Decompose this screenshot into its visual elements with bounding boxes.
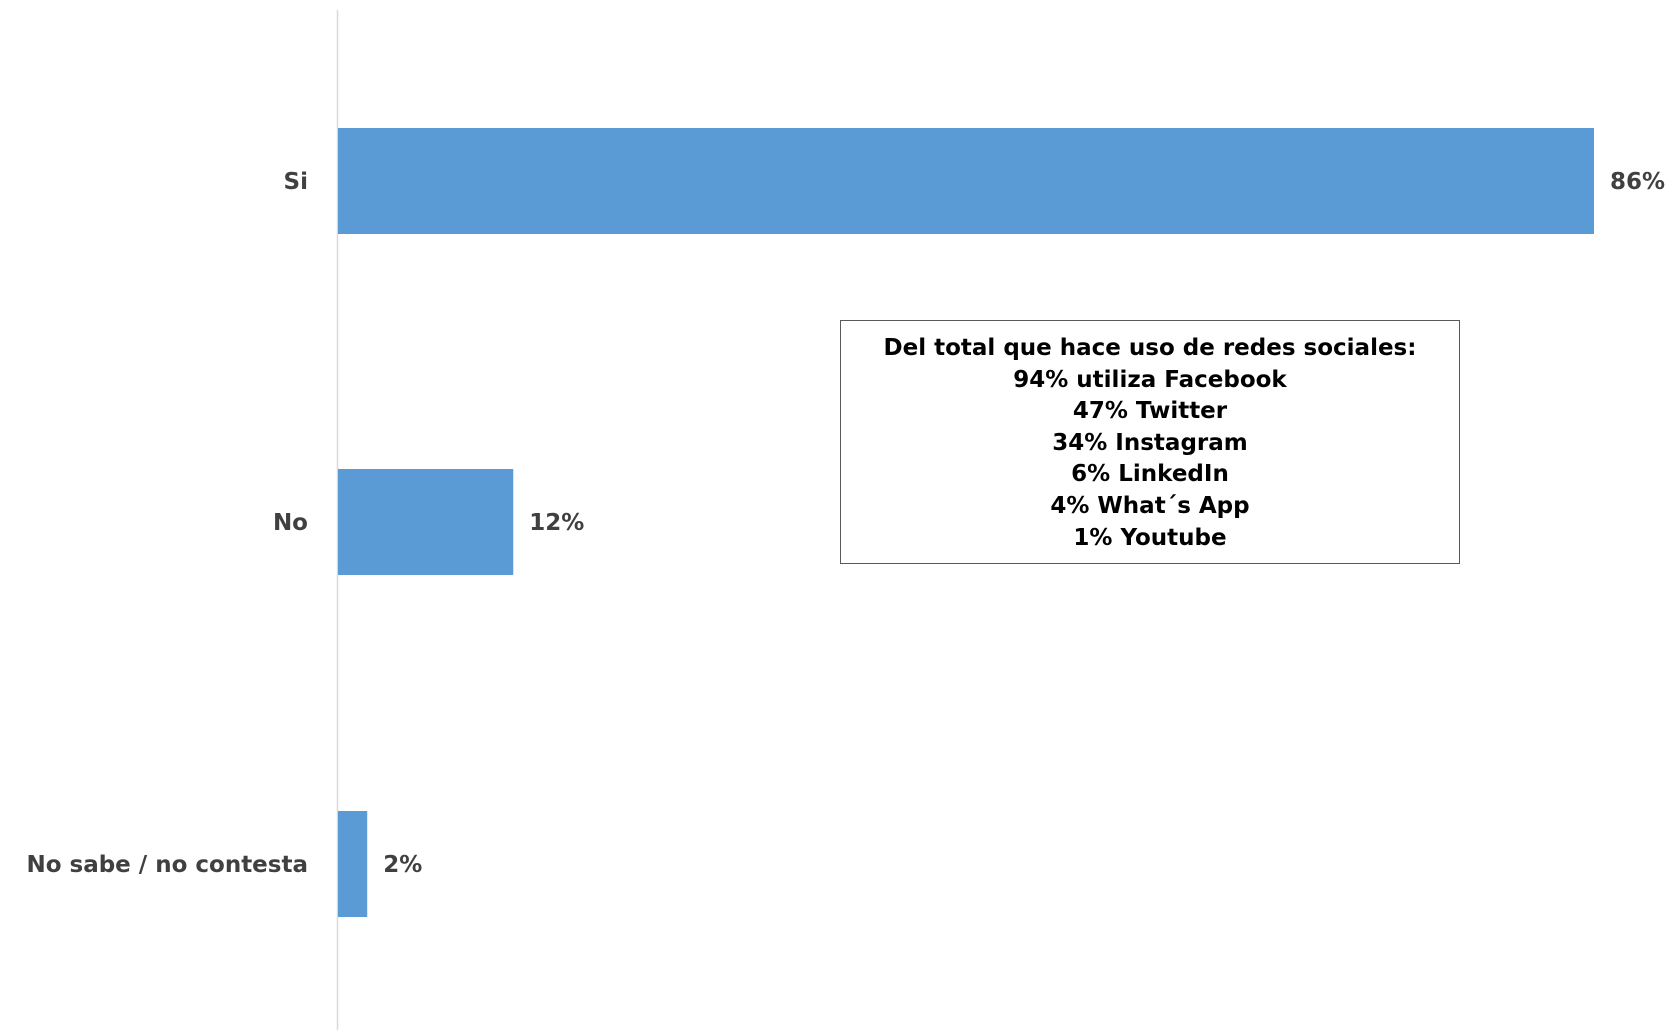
category-label: No bbox=[273, 510, 308, 536]
data-label: 2% bbox=[383, 852, 422, 878]
annotation-line: 47% Twitter bbox=[1072, 398, 1228, 425]
bar-no-sabe-no-contesta bbox=[338, 811, 368, 917]
annotation-line: 34% Instagram bbox=[1052, 429, 1248, 456]
bars-group: Si 86% No 12% No sabe / no contesta 2% bbox=[26, 128, 1665, 917]
category-label: Si bbox=[284, 169, 308, 195]
annotation-line: 4% What´s App bbox=[1050, 492, 1250, 519]
data-label: 12% bbox=[529, 510, 584, 536]
annotation-line: 1% Youtube bbox=[1073, 524, 1227, 551]
bar-no bbox=[338, 469, 514, 575]
category-label: No sabe / no contesta bbox=[26, 852, 308, 878]
annotation-line: 6% LinkedIn bbox=[1071, 461, 1229, 488]
social-networks-annotation-box: Del total que hace uso de redes sociales… bbox=[840, 320, 1460, 564]
bar-si bbox=[338, 128, 1594, 234]
annotation-line: Del total que hace uso de redes sociales… bbox=[883, 335, 1417, 361]
data-label: 86% bbox=[1610, 169, 1665, 195]
annotation-line: 94% utiliza Facebook bbox=[1013, 366, 1287, 393]
